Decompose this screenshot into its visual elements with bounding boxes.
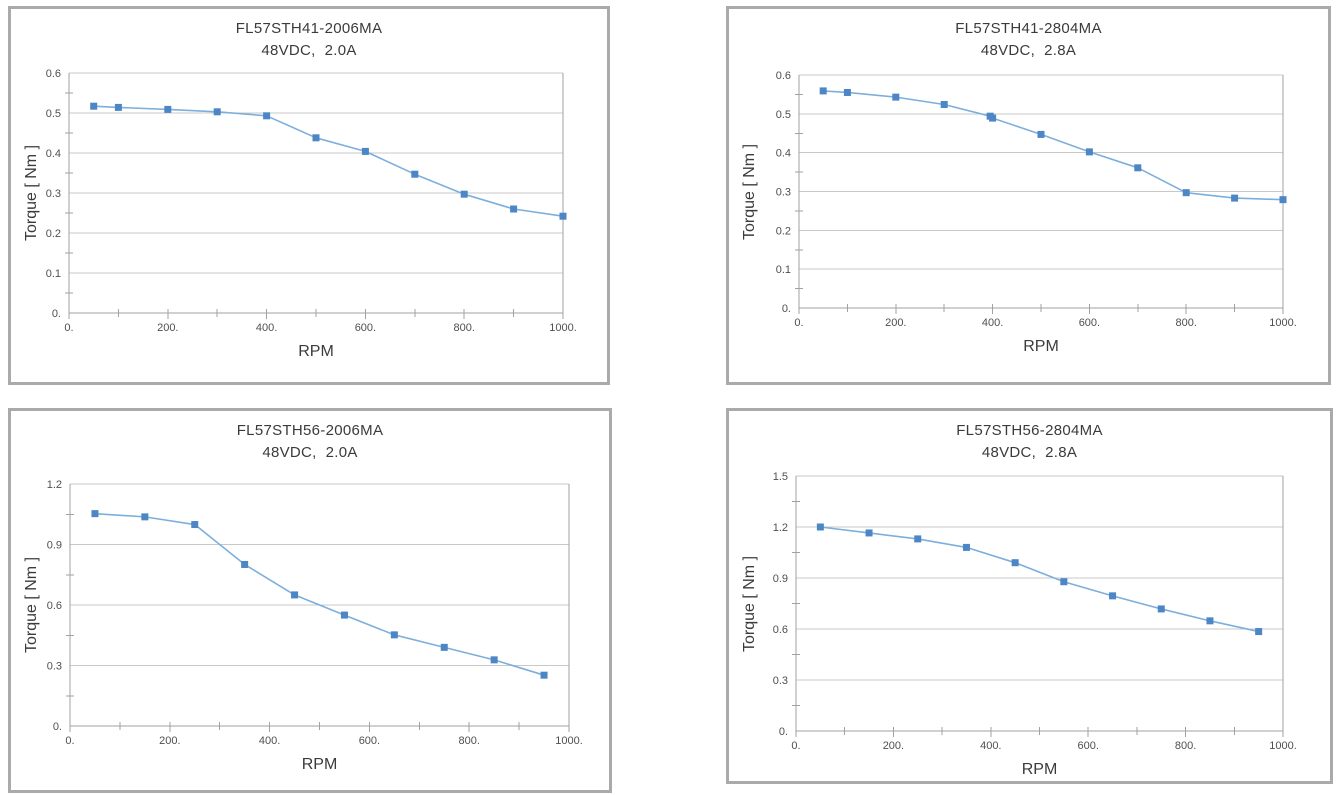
torque-curve-plot: 0. 0.1 0.2 0.3 0.4 0.5 0.6 0. 200. 400. 600. 800. 10… [46,68,577,334]
chart-title: FL57STH56-2006MA [236,422,384,439]
svg-text:400.: 400. [259,735,280,747]
svg-text:0.6: 0.6 [773,624,788,636]
svg-text:0.: 0. [794,317,803,329]
svg-text:0.3: 0.3 [776,187,791,199]
chart-title: FL57STH56-2804MA [956,422,1103,439]
torque-curve-plot: 0. 0.3 0.6 0.9 1.2 0. 200. 400. 600. 800. 1000. [47,479,583,747]
svg-text:0.9: 0.9 [773,573,788,585]
svg-text:0.: 0. [53,721,62,733]
svg-text:0.: 0. [791,740,800,752]
svg-text:800.: 800. [1175,317,1196,329]
chart-subtitle: 48VDC, 2.8A [981,444,1078,461]
svg-text:200.: 200. [157,322,178,334]
x-axis-label: RPM [298,343,334,360]
svg-text:0.: 0. [782,303,791,315]
svg-text:600.: 600. [359,735,380,747]
svg-text:600.: 600. [355,322,376,334]
svg-text:800.: 800. [1175,740,1196,752]
svg-text:0.2: 0.2 [776,225,791,237]
chart-subtitle: 48VDC, 2.8A [980,42,1077,59]
svg-text:0.9: 0.9 [47,540,62,552]
svg-text:0.6: 0.6 [776,70,791,82]
svg-text:200.: 200. [883,740,904,752]
svg-text:0.: 0. [779,726,788,738]
svg-text:400.: 400. [982,317,1003,329]
svg-text:1000.: 1000. [1269,740,1297,752]
x-axis-label: RPM [301,756,338,773]
svg-text:0.4: 0.4 [46,148,61,160]
torque-curve-plot: 0. 0.3 0.6 0.9 1.2 1.5 0. 200. 400. 600. 800. 1000. [773,471,1297,752]
svg-text:1000.: 1000. [1269,317,1297,329]
svg-text:0.5: 0.5 [776,109,791,121]
torque-curve-plot: 0. 0.1 0.2 0.3 0.4 0.5 0.6 0. 200. 400. 600. 800. 10… [776,70,1297,329]
svg-text:600.: 600. [1079,317,1100,329]
svg-text:0.: 0. [65,735,74,747]
svg-text:200.: 200. [159,735,180,747]
svg-text:800.: 800. [453,322,474,334]
svg-text:1.5: 1.5 [773,471,788,483]
chart-title: FL57STH41-2804MA [955,20,1102,37]
svg-text:600.: 600. [1077,740,1098,752]
svg-text:0.: 0. [52,308,61,320]
svg-text:0.1: 0.1 [776,264,791,276]
x-axis-label: RPM [1021,761,1058,778]
svg-text:400.: 400. [980,740,1001,752]
chart-panel-fl57sth41-2804ma: FL57STH41-2804MA 48VDC, 2.8A Torque [ Nm… [726,6,1331,385]
chart-panel-fl57sth56-2006ma: FL57STH56-2006MA 48VDC, 2.0A Torque [ Nm… [8,408,612,793]
chart-subtitle: 48VDC, 2.0A [261,42,357,59]
svg-text:1.2: 1.2 [47,479,62,491]
chart-subtitle: 48VDC, 2.0A [262,444,358,461]
svg-text:0.2: 0.2 [46,228,61,240]
svg-text:0.6: 0.6 [46,68,61,80]
svg-text:800.: 800. [458,735,479,747]
svg-text:0.3: 0.3 [46,188,61,200]
chart-panel-fl57sth41-2006ma: FL57STH41-2006MA 48VDC, 2.0A Torque [ Nm… [8,6,610,385]
svg-text:0.6: 0.6 [47,600,62,612]
svg-text:400.: 400. [256,322,277,334]
svg-text:0.4: 0.4 [776,148,791,160]
svg-text:0.1: 0.1 [46,268,61,280]
svg-text:0.: 0. [64,322,73,334]
svg-text:0.5: 0.5 [46,108,61,120]
chart-title: FL57STH41-2006MA [235,20,383,37]
chart-panel-fl57sth56-2804ma: FL57STH56-2804MA 48VDC, 2.8A Torque [ Nm… [726,408,1333,784]
x-axis-label: RPM [1023,338,1059,355]
svg-text:1.2: 1.2 [773,522,788,534]
svg-text:0.3: 0.3 [773,675,788,687]
svg-text:200.: 200. [885,317,906,329]
svg-text:1000.: 1000. [549,322,577,334]
svg-text:0.3: 0.3 [47,661,62,673]
svg-text:1000.: 1000. [555,735,583,747]
